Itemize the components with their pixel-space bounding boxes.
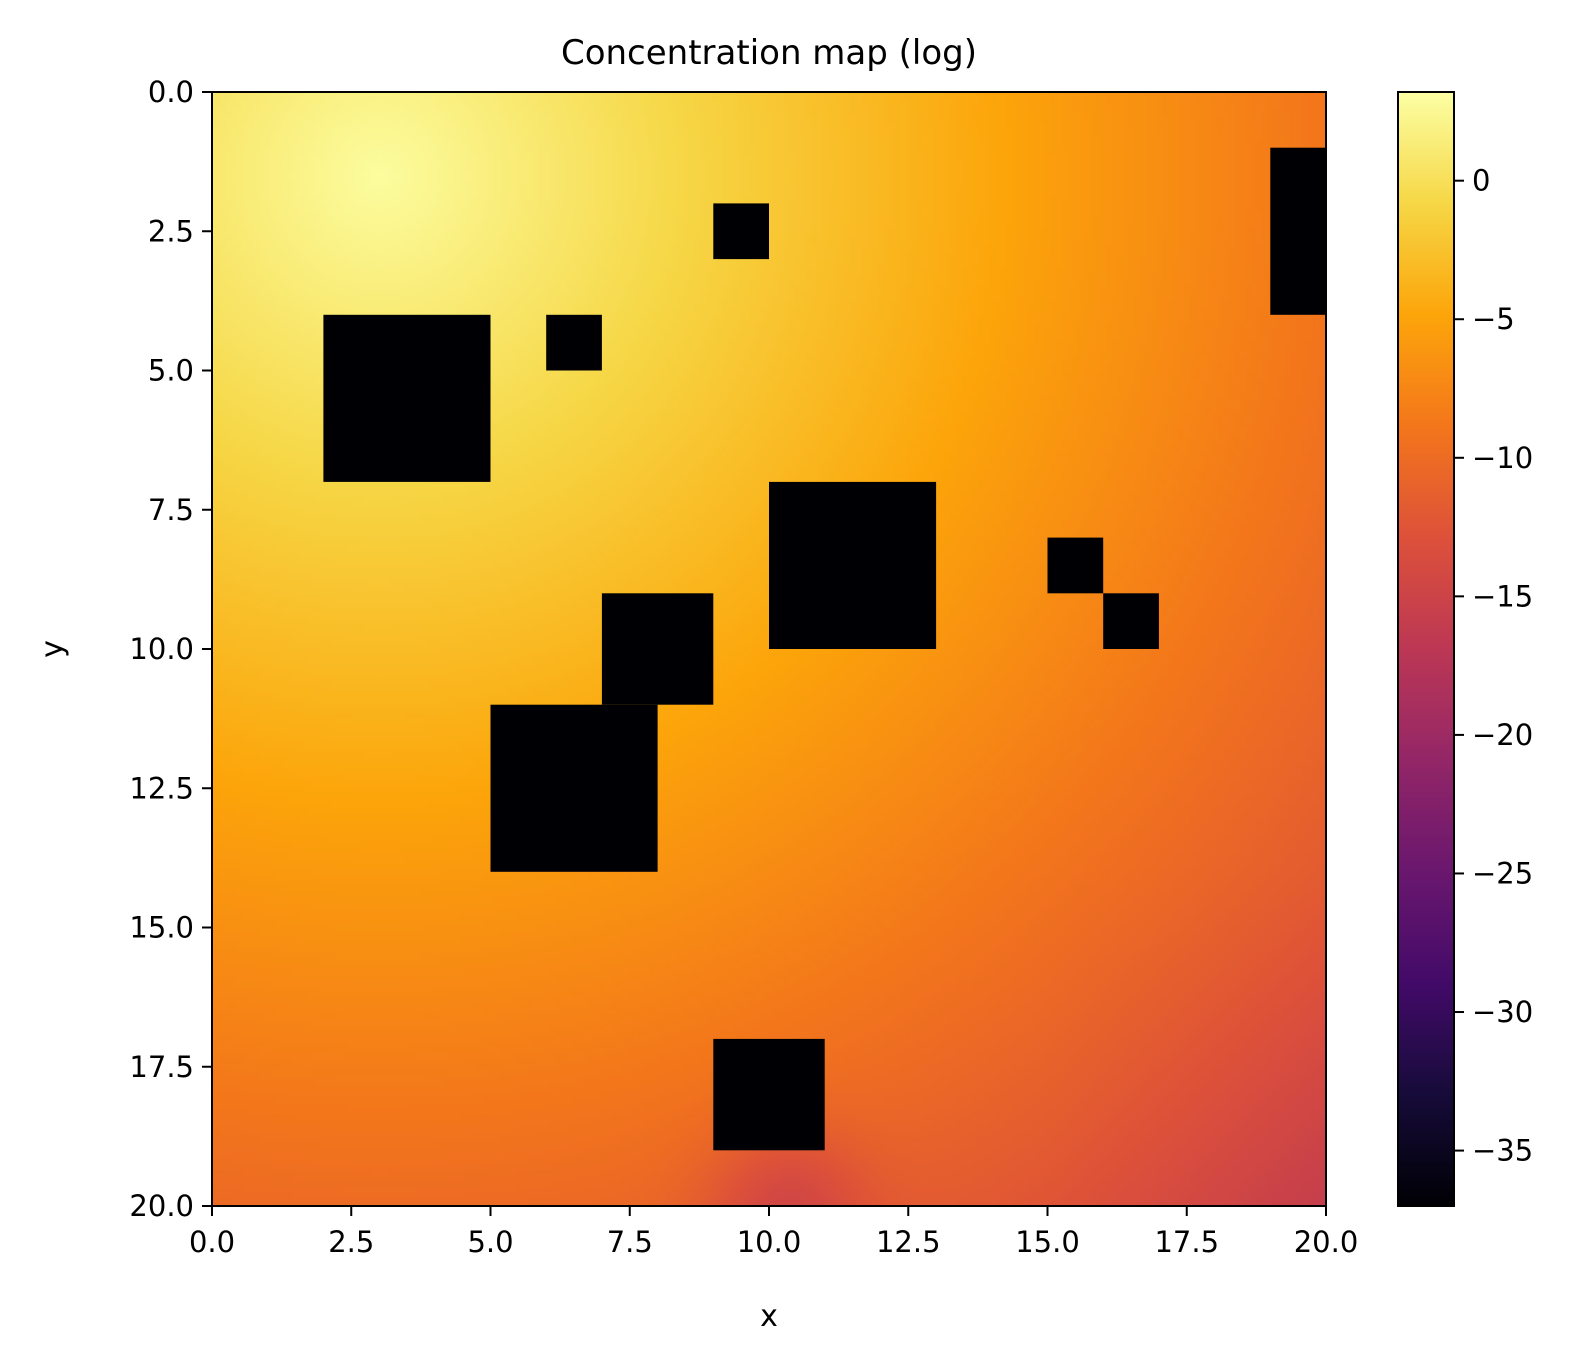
obstacle-block — [1103, 593, 1159, 649]
colorbar-gradient — [1397, 91, 1455, 1207]
obstacle-block — [490, 704, 658, 872]
y-tick-label: 12.5 — [129, 771, 194, 805]
colorbar-tick-label: −30 — [1472, 995, 1533, 1029]
x-tick-label: 12.5 — [876, 1225, 941, 1259]
x-axis-label: x — [760, 1299, 778, 1334]
colorbar: 0 −5 −10 −15 −20 −25 −30 −35 — [1397, 91, 1533, 1207]
colorbar-tick-label: −20 — [1472, 718, 1533, 752]
x-tick-label: 7.5 — [607, 1225, 653, 1259]
chart-title: Concentration map (log) — [561, 33, 977, 73]
obstacle-block — [601, 593, 714, 705]
x-axis-ticks: 0.0 2.5 5.0 7.5 10.0 12.5 15.0 17.5 20.0 — [189, 1206, 1358, 1259]
colorbar-tick-label: −35 — [1472, 1134, 1533, 1168]
x-tick-label: 10.0 — [737, 1225, 802, 1259]
obstacle-block — [546, 314, 602, 371]
y-tick-label: 15.0 — [129, 911, 194, 945]
colorbar-tick-label: −5 — [1472, 302, 1515, 336]
y-tick-label: 10.0 — [129, 632, 194, 666]
obstacle-block — [769, 481, 937, 649]
y-tick-label: 17.5 — [129, 1050, 194, 1084]
obstacles-layer — [323, 147, 1326, 1151]
x-tick-label: 15.0 — [1015, 1225, 1080, 1259]
obstacle-block — [713, 203, 769, 260]
x-tick-label: 20.0 — [1294, 1225, 1359, 1259]
colorbar-tick-label: −15 — [1472, 579, 1533, 613]
y-tick-label: 5.0 — [148, 354, 194, 388]
colorbar-tick-label: 0 — [1472, 164, 1490, 198]
obstacle-block — [1270, 147, 1326, 315]
obstacle-block — [1047, 537, 1104, 594]
colorbar-tick-label: −10 — [1472, 441, 1533, 475]
y-tick-label: 20.0 — [129, 1189, 194, 1223]
y-axis-label: y — [35, 640, 70, 658]
obstacle-block — [323, 314, 491, 482]
plot-area — [211, 91, 1327, 1207]
colorbar-tick-label: −25 — [1472, 856, 1533, 890]
y-axis-ticks: 0.0 2.5 5.0 7.5 10.0 12.5 15.0 17.5 20.0 — [129, 75, 212, 1223]
y-tick-label: 0.0 — [148, 75, 194, 109]
obstacle-block — [713, 1038, 825, 1151]
y-tick-label: 7.5 — [148, 493, 194, 527]
colorbar-ticks: 0 −5 −10 −15 −20 −25 −30 −35 — [1454, 164, 1533, 1168]
y-tick-label: 2.5 — [148, 214, 194, 248]
x-tick-label: 2.5 — [328, 1225, 374, 1259]
x-tick-label: 0.0 — [189, 1225, 235, 1259]
x-tick-label: 5.0 — [467, 1225, 513, 1259]
x-tick-label: 17.5 — [1154, 1225, 1219, 1259]
